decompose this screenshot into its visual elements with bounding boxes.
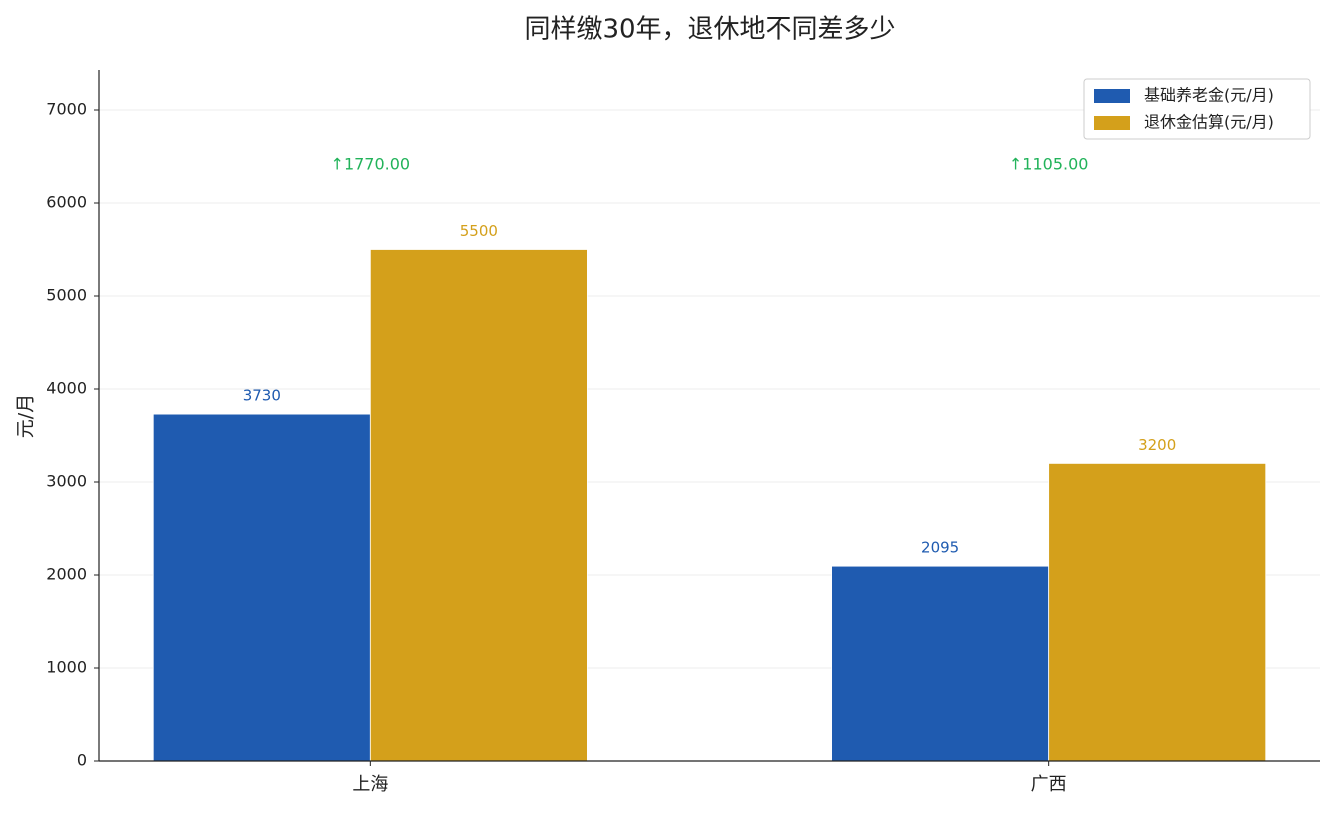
y-tick-label: 4000 <box>46 378 87 397</box>
legend-box <box>1083 78 1311 140</box>
bar <box>369 249 588 762</box>
chart-title: 同样缴30年，退休地不同差多少 <box>524 15 895 45</box>
y-tick-label: 3000 <box>46 471 87 490</box>
y-axis-label: 元/月 <box>15 394 37 438</box>
y-tick-label: 0 <box>77 751 87 770</box>
y-tick-label: 2000 <box>46 564 87 583</box>
legend-label: 基础养老金(元/月) <box>1144 86 1274 105</box>
x-tick-label: 上海 <box>352 774 388 795</box>
bar <box>152 413 371 762</box>
value-label: 3730 <box>243 387 281 405</box>
annotation: ↑1105.00 <box>1009 155 1089 174</box>
y-tick-label: 6000 <box>46 192 87 211</box>
y-tick-label: 7000 <box>46 99 87 118</box>
value-label: 3200 <box>1138 436 1176 454</box>
y-tick-label: 5000 <box>46 285 87 304</box>
value-label: 5500 <box>460 222 498 240</box>
bar <box>1048 462 1267 762</box>
legend-label: 退休金估算(元/月) <box>1144 113 1274 132</box>
annotation: ↑1770.00 <box>331 155 411 174</box>
legend-swatch <box>1094 116 1130 130</box>
x-tick-label: 广西 <box>1031 774 1067 795</box>
bar <box>831 565 1050 762</box>
value-label: 2095 <box>921 539 959 557</box>
y-tick-label: 1000 <box>46 657 87 676</box>
legend-swatch <box>1094 89 1130 103</box>
